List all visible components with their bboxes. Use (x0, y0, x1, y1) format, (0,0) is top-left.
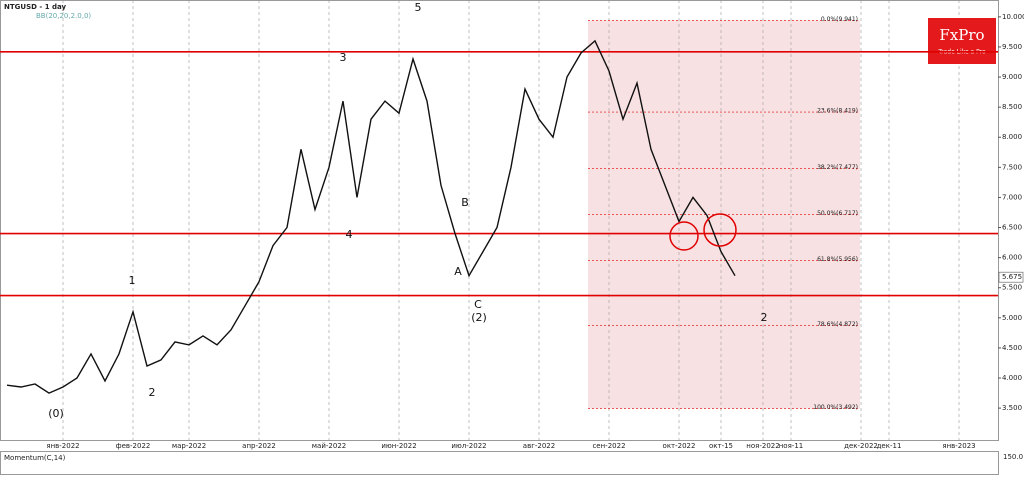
y-tick-label: 6.000 (1002, 254, 1022, 262)
x-tick-label: ноя-11 (779, 442, 804, 450)
fib-label: 50.0%(6.717) (817, 210, 858, 217)
y-tick-label: 7.000 (1002, 193, 1022, 201)
fib-label: 38.2%(7.477) (817, 164, 858, 171)
x-tick-label: ноя-2022 (746, 442, 779, 450)
y-tick-label: 9.500 (1002, 43, 1022, 51)
lower-panel-title: Momentum(C,14) (4, 454, 66, 462)
wave-label: B (461, 196, 469, 209)
y-tick-label: 7.500 (1002, 163, 1022, 171)
wave-label: 4 (346, 228, 353, 241)
highlight-circle (703, 213, 737, 247)
y-tick-label: 9.000 (1002, 73, 1022, 81)
x-tick-label: окт-2022 (663, 442, 696, 450)
lower-panel-frame (0, 451, 999, 475)
x-tick-label: янв-2022 (46, 442, 79, 450)
fib-label: 61.8%(5.956) (817, 256, 858, 263)
wave-label: 2 (149, 386, 156, 399)
x-tick-label: дек-11 (877, 442, 902, 450)
wave-label: (2) (471, 311, 487, 324)
x-tick-label: июн-2022 (381, 442, 416, 450)
y-tick-label: 5.500 (1002, 284, 1022, 292)
y-tick-label: 8.000 (1002, 133, 1022, 141)
logo-box (928, 18, 996, 64)
lower-panel-tick: 150.0 (1003, 453, 1023, 461)
y-tick-label: 4.500 (1002, 344, 1022, 352)
wave-label: A (454, 265, 462, 278)
x-tick-label: апр-2022 (242, 442, 276, 450)
wave-label: 2 (761, 311, 768, 324)
last-price-box (998, 271, 1024, 283)
wave-label: 3 (340, 51, 347, 64)
y-tick-label: 3.500 (1002, 404, 1022, 412)
y-tick-label: 4.000 (1002, 374, 1022, 382)
wave-label: (0) (48, 407, 64, 420)
y-tick-label: 10.000 (1002, 13, 1024, 21)
indicator-label: BB(20,20,2.0,0) (36, 12, 91, 20)
fib-label: 0.0%(9.941) (821, 16, 858, 23)
y-tick-label: 6.500 (1002, 224, 1022, 232)
x-tick-label: сен-2022 (592, 442, 625, 450)
chart-title: NTGUSD - 1 day (4, 3, 67, 11)
x-tick-label: дек-2022 (844, 442, 878, 450)
x-tick-label: мар-2022 (172, 442, 206, 450)
x-tick-label: янв-2023 (942, 442, 975, 450)
x-tick-label: окт-15 (709, 442, 733, 450)
price-line (6, 39, 736, 394)
plot-frame (0, 0, 999, 441)
x-tick-label: авг-2022 (523, 442, 555, 450)
y-tick-label: 8.500 (1002, 103, 1022, 111)
x-tick-label: май-2022 (312, 442, 346, 450)
logo-name: FxPro (939, 26, 984, 44)
wave-label: 5 (415, 1, 422, 14)
last-price: 5.675 (1002, 273, 1022, 281)
fib-label: 23.6%(8.419) (817, 108, 858, 115)
x-tick-label: июл-2022 (451, 442, 486, 450)
x-tick-label: фев-2022 (116, 442, 151, 450)
y-tick-label: 5.000 (1002, 314, 1022, 322)
fib-label: 78.6%(4.872) (817, 321, 858, 328)
fib-label: 100.0%(3.492) (813, 404, 858, 411)
wave-label: C (474, 298, 482, 311)
highlight-circle (669, 221, 699, 251)
wave-label: 1 (129, 274, 136, 287)
